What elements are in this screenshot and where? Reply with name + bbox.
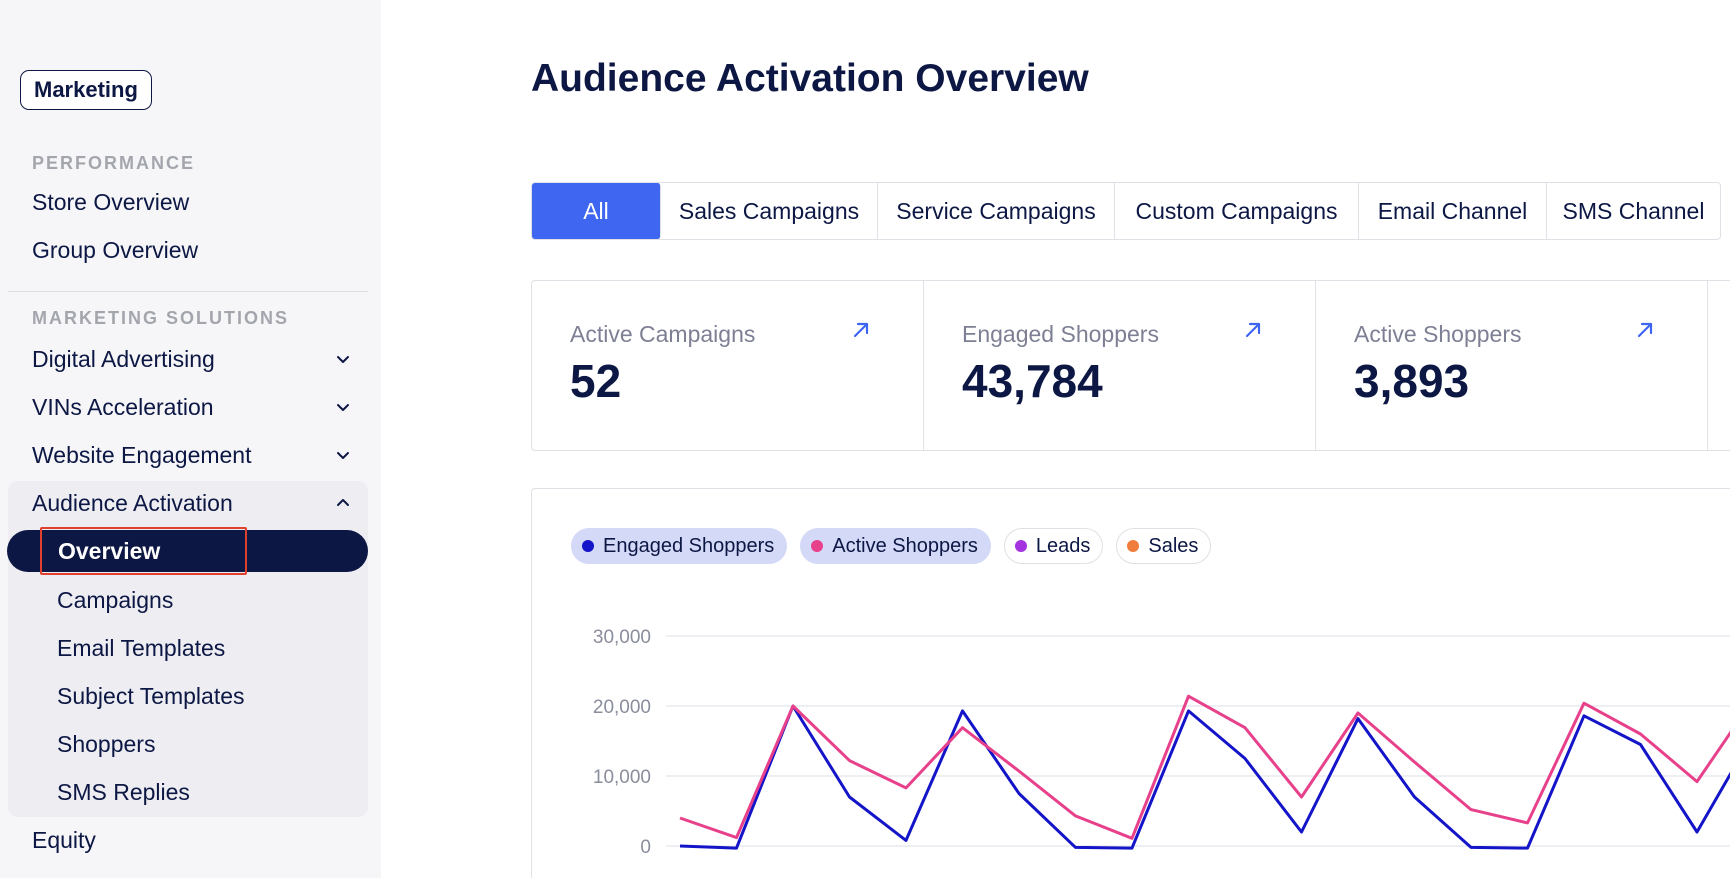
legend-label: Leads (1035, 535, 1091, 557)
sidebar-subitem-campaigns[interactable]: Campaigns (57, 587, 174, 613)
sidebar-item-website-engagement[interactable]: Website Engagement (32, 442, 252, 468)
legend-dot (811, 540, 824, 552)
sidebar-subitem-shoppers[interactable]: Shoppers (57, 731, 156, 757)
page-title: Audience Activation Overview (531, 57, 1089, 100)
chart-card: Engaged Shoppers Active Shoppers Leads S… (531, 488, 1730, 878)
kpi-card-active-campaigns[interactable]: Active Campaigns 52 (532, 281, 924, 450)
kpi-value: 43,784 (962, 355, 1103, 407)
sidebar-subitem-label: Overview (58, 538, 161, 564)
tab-email-channel[interactable]: Email Channel (1359, 183, 1547, 239)
campaign-filter-tabs: All Sales Campaigns Service Campaigns Cu… (531, 182, 1721, 240)
legend-chip-sales[interactable]: Sales (1116, 528, 1212, 564)
sidebar-item-digital-advertising[interactable]: Digital Advertising (32, 346, 215, 372)
y-tick-label: 20,000 (593, 697, 651, 718)
arrow-up-right-icon[interactable] (1242, 319, 1264, 341)
chevron-down-icon[interactable] (333, 445, 353, 465)
sidebar-item-group-overview[interactable]: Group Overview (32, 237, 199, 263)
sidebar-subitem-subject-templates[interactable]: Subject Templates (57, 683, 245, 709)
y-tick-label: 30,000 (593, 627, 651, 648)
kpi-label: Engaged Shoppers (962, 321, 1159, 347)
kpi-value: 52 (570, 355, 622, 407)
chevron-down-icon[interactable] (333, 397, 353, 417)
sidebar-subitem-sms-replies[interactable]: SMS Replies (57, 779, 190, 805)
kpi-label: Active Shoppers (1354, 321, 1522, 347)
legend-label: Active Shoppers (832, 535, 978, 557)
series-line-engaged-shoppers[interactable] (679, 704, 1730, 850)
sidebar-subitem-email-templates[interactable]: Email Templates (57, 635, 226, 661)
sidebar-subitem-overview[interactable]: Overview (7, 530, 368, 572)
sidebar: Marketing PERFORMANCE Store Overview Gro… (0, 0, 381, 878)
line-chart: 0 10,000 20,000 30,000 (593, 627, 1730, 858)
y-tick-label: 0 (640, 837, 651, 858)
kpi-row: Active Campaigns 52 Engaged Shoppers 43,… (531, 280, 1730, 451)
legend-dot (1014, 540, 1027, 552)
legend-chip-engaged-shoppers[interactable]: Engaged Shoppers (571, 528, 788, 564)
selection-highlight-box (40, 527, 247, 575)
tab-service-campaigns[interactable]: Service Campaigns (878, 183, 1115, 239)
chevron-down-icon[interactable] (333, 349, 353, 369)
legend-label: Sales (1148, 535, 1199, 557)
tab-custom-campaigns[interactable]: Custom Campaigns (1115, 183, 1359, 239)
tab-sales-campaigns[interactable]: Sales Campaigns (661, 183, 878, 239)
arrow-up-right-icon[interactable] (850, 319, 872, 341)
series-line-active-shoppers[interactable] (679, 694, 1730, 840)
app-switcher[interactable]: Marketing (20, 70, 152, 110)
section-label-performance: PERFORMANCE (32, 153, 196, 173)
y-tick-label: 10,000 (593, 767, 651, 788)
kpi-label: Active Campaigns (570, 321, 756, 347)
legend-chip-active-shoppers[interactable]: Active Shoppers (800, 528, 991, 564)
legend-chip-leads[interactable]: Leads (1003, 528, 1104, 564)
legend-label: Engaged Shoppers (603, 535, 775, 557)
kpi-value: 3,893 (1354, 355, 1470, 407)
legend-dot (582, 540, 594, 552)
chevron-up-icon[interactable] (333, 493, 353, 513)
sidebar-divider (8, 291, 368, 292)
sidebar-item-vins-acceleration[interactable]: VINs Acceleration (32, 394, 214, 420)
sidebar-item-equity[interactable]: Equity (32, 827, 96, 853)
tab-sms-channel[interactable]: SMS Channel (1562, 198, 1705, 224)
tab-all[interactable]: All (532, 183, 661, 239)
kpi-card-active-shoppers[interactable]: Active Shoppers 3,893 (1316, 281, 1708, 450)
kpi-card-engaged-shoppers[interactable]: Engaged Shoppers 43,784 (924, 281, 1316, 450)
chart-legend: Engaged Shoppers Active Shoppers Leads S… (571, 528, 1212, 564)
sidebar-item-audience-activation[interactable]: Audience Activation (32, 490, 233, 516)
arrow-up-right-icon[interactable] (1634, 319, 1656, 341)
sidebar-item-store-overview[interactable]: Store Overview (32, 189, 190, 215)
section-label-marketing-solutions: MARKETING SOLUTIONS (32, 308, 289, 328)
legend-dot (1127, 540, 1140, 552)
